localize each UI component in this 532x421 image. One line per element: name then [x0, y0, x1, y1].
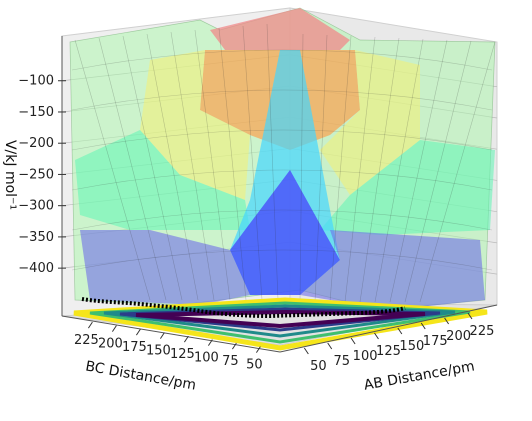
- z-tick-label: −200: [18, 136, 54, 151]
- ab-tick-label: 150: [399, 339, 424, 354]
- bc-tick-label: 75: [222, 354, 239, 369]
- ab-tick-label: 125: [376, 344, 401, 359]
- surface-blue-valley-left: [80, 230, 250, 305]
- mesh-curve: [71, 169, 493, 191]
- z-tick-label: −100: [18, 74, 54, 89]
- ab-tick-label: 75: [333, 354, 350, 369]
- bc-tick-mark: [159, 332, 165, 339]
- contour-band-green: [89, 301, 471, 344]
- ab-tick-label: 100: [353, 349, 378, 364]
- surface-green-band-right: [320, 140, 495, 235]
- mesh-line-right: [404, 40, 472, 303]
- surface-red-cap: [210, 8, 350, 50]
- mesh-curve: [71, 89, 493, 111]
- mesh-curve: [71, 249, 493, 271]
- mesh-line-left: [146, 33, 199, 301]
- ab-tick-label: 200: [446, 329, 471, 344]
- potential-surface: [69, 7, 496, 311]
- contour-band-purple: [135, 309, 426, 329]
- z-axis-ticks: −100 −150 −200 −250 −300 −350 −400: [18, 74, 66, 276]
- mesh-line-right: [359, 37, 400, 303]
- ab-axis-line: [279, 304, 498, 353]
- ab-tick-label: 225: [470, 324, 495, 339]
- contour-band-yellow: [73, 297, 488, 351]
- ab-tick-mark: [444, 317, 450, 325]
- bc-tick-label: 225: [74, 333, 99, 348]
- surface-green-band-left: [75, 130, 250, 230]
- bc-axis-line: [61, 315, 281, 353]
- bc-tick-mark: [255, 346, 261, 353]
- z-tick-label: −150: [18, 105, 54, 120]
- z-tick-label: −350: [18, 230, 54, 245]
- mesh-line-left: [74, 39, 151, 301]
- mesh-line-right: [344, 36, 376, 303]
- ab-tick-label: 50: [310, 359, 327, 374]
- mesh-curve: [71, 209, 493, 231]
- z-tick-label: −300: [18, 199, 54, 214]
- mesh-line-right: [389, 39, 448, 303]
- mesh-line-left: [194, 29, 231, 301]
- mesh-line-left: [266, 23, 279, 301]
- bc-tick-mark: [231, 342, 237, 350]
- ab-tick-mark: [397, 327, 403, 335]
- mesh-curve: [71, 49, 493, 71]
- mesh-line-right: [329, 35, 352, 303]
- contour-band-teal: [103, 304, 456, 338]
- mesh-line-right: [299, 33, 304, 303]
- mesh-line-left: [122, 35, 183, 301]
- contour-floor: [73, 297, 488, 351]
- bc-tick-mark: [135, 328, 141, 336]
- ab-tick-mark: [350, 337, 356, 345]
- mesh-line-right: [419, 41, 496, 303]
- mesh-line-left: [242, 25, 263, 301]
- bc-tick-mark: [111, 325, 117, 332]
- contour-band-navy: [119, 307, 441, 332]
- surface-yellow-band-right: [320, 50, 420, 195]
- bc-tick-mark: [87, 321, 93, 329]
- reaction-trajectory: [81, 297, 406, 319]
- z-tick-label: −250: [18, 167, 54, 182]
- bc-tick-label: 200: [98, 337, 123, 352]
- ab-tick-label: 175: [423, 334, 448, 349]
- mesh-line-right: [374, 38, 424, 303]
- bc-axis-ticks: 225 200 175 150 125 100 75 50: [74, 321, 263, 373]
- mesh-line-left: [98, 37, 167, 301]
- z-tick-label: −400: [18, 261, 54, 276]
- bc-tick-mark: [183, 335, 189, 343]
- bc-tick-label: 175: [122, 340, 147, 355]
- bc-axis-title: BC Distance/pm: [84, 358, 197, 393]
- surface-yellow-band-left: [140, 50, 250, 200]
- ab-tick-mark: [327, 342, 333, 350]
- z-axis-title: V/kJ mol⁻¹: [2, 140, 18, 210]
- mesh-line-left: [218, 27, 247, 301]
- mesh-curve: [71, 129, 493, 151]
- ab-tick-mark: [374, 332, 379, 340]
- bc-tick-label: 100: [194, 351, 219, 366]
- bc-tick-label: 150: [146, 344, 171, 359]
- bc-tick-label: 50: [246, 358, 263, 373]
- bc-tick-mark: [207, 339, 213, 346]
- mesh-line-left: [170, 31, 215, 301]
- ab-axis-title: AB Distance/pm: [363, 358, 476, 393]
- surface-purple-core: [230, 170, 340, 295]
- mesh-line-right: [314, 34, 328, 303]
- ab-tick-mark: [420, 322, 426, 330]
- surface-blue-valley-right: [300, 230, 485, 310]
- bc-tick-label: 125: [170, 347, 195, 362]
- surface-mesh-lines: [71, 23, 496, 303]
- ab-tick-mark: [303, 347, 309, 355]
- ab-tick-mark: [467, 312, 473, 320]
